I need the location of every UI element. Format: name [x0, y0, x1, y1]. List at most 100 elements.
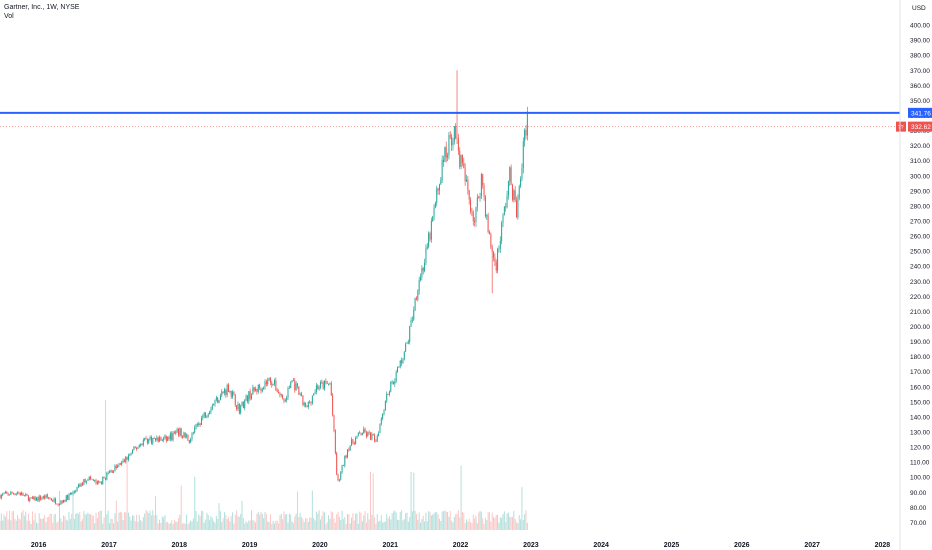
volume-bar — [340, 519, 342, 530]
volume-bar — [406, 512, 408, 530]
candle-body — [337, 473, 339, 481]
volume-bar — [288, 513, 290, 530]
candle-body — [233, 391, 235, 395]
volume-bar — [326, 522, 328, 530]
candle-body — [526, 111, 528, 136]
volume-bar — [520, 519, 522, 530]
y-tick-label: 200.00 — [910, 324, 930, 331]
volume-bar — [387, 518, 389, 530]
candle-body — [514, 190, 516, 201]
candle-body — [169, 433, 171, 440]
candle-body — [115, 465, 117, 468]
volume-bar — [398, 519, 400, 530]
price-badge-prefix-text: ?? — [898, 125, 904, 131]
volume-bar — [42, 518, 44, 530]
candle-body — [437, 188, 439, 191]
candle-body — [228, 384, 230, 392]
volume-bar — [221, 521, 223, 530]
volume-bar — [138, 515, 140, 530]
volume-bar — [46, 517, 48, 530]
candle-body — [127, 455, 129, 460]
candle-body — [436, 188, 438, 204]
volume-bar — [19, 519, 21, 530]
volume-bar — [87, 512, 89, 530]
candle-body — [33, 496, 35, 499]
volume-bar — [298, 516, 300, 530]
candle-body — [490, 234, 492, 248]
x-tick-label: 2019 — [242, 542, 258, 549]
volume-bar — [173, 519, 175, 530]
candle-body — [338, 479, 340, 481]
volume-bar — [379, 520, 381, 530]
candle-body — [37, 497, 39, 501]
volume-bar — [95, 512, 97, 530]
volume-bar — [495, 515, 497, 530]
volume-bar — [218, 503, 220, 530]
candle-body — [218, 399, 220, 403]
x-tick-label: 2027 — [804, 542, 820, 549]
volume-bar — [265, 513, 267, 530]
candle-body — [146, 438, 148, 443]
candle-body — [223, 389, 225, 394]
volume-bar — [191, 521, 193, 530]
volume-bar — [249, 520, 251, 530]
candle-body — [488, 232, 490, 235]
volume-bar — [69, 519, 71, 530]
candle-body — [422, 267, 424, 271]
candle-body — [394, 380, 396, 385]
volume-bar — [273, 523, 275, 530]
candle-body — [130, 453, 132, 455]
candle-body — [328, 383, 330, 385]
volume-bar — [67, 520, 69, 530]
volume-bar — [33, 520, 35, 530]
candle-body — [517, 198, 519, 218]
time-axis[interactable]: 2016 2017 2018 2019 2020 2021 2022 2023 2024 2025… — [31, 542, 890, 549]
candle-body — [329, 383, 331, 385]
candle-body — [334, 430, 336, 454]
candle-body — [470, 199, 472, 212]
candle-body — [418, 280, 420, 292]
y-tick-label: 320.00 — [910, 143, 930, 150]
candle-body — [464, 168, 466, 182]
candle-body — [138, 444, 140, 448]
candle-body — [7, 493, 9, 495]
volume-bar — [271, 523, 273, 530]
candle-body — [310, 402, 312, 404]
volume-bar — [336, 514, 338, 530]
candle-body — [392, 381, 394, 385]
candle-body — [516, 200, 518, 218]
y-tick-label: 80.00 — [910, 505, 927, 512]
candle-body — [167, 436, 169, 441]
price-axis[interactable]: USD 70.00 80.00 90.00 100.00 110.00 120.00 130… — [910, 5, 930, 527]
volume-bar — [361, 521, 363, 530]
candle-body — [384, 400, 386, 411]
volume-bar — [195, 511, 197, 530]
candle-body — [54, 498, 56, 504]
x-tick-label: 2016 — [31, 542, 47, 549]
candle-body — [494, 257, 496, 263]
volume-bar — [164, 515, 166, 530]
y-tick-label: 100.00 — [910, 475, 930, 482]
volume-bar — [294, 516, 296, 530]
candle-body — [272, 384, 274, 386]
candle-body — [378, 433, 380, 436]
candle-body — [428, 233, 430, 247]
price-badges: 341.76?? 332.62 — [896, 107, 932, 132]
volume-bar — [445, 511, 447, 530]
volume-bar — [213, 520, 215, 530]
candle-body — [407, 341, 409, 343]
candle-body — [510, 167, 512, 185]
volume-bar — [88, 513, 90, 530]
candle-body — [420, 277, 422, 281]
volume-bar — [372, 473, 374, 530]
volume-bar — [383, 521, 385, 530]
candle-body — [383, 410, 385, 414]
candle-body — [142, 439, 144, 445]
candle-body — [399, 360, 401, 367]
candle-body — [26, 494, 28, 496]
candle-body — [441, 159, 443, 181]
volume-bar — [517, 523, 519, 530]
volume-bar — [190, 520, 192, 530]
y-tick-label: 130.00 — [910, 430, 930, 437]
